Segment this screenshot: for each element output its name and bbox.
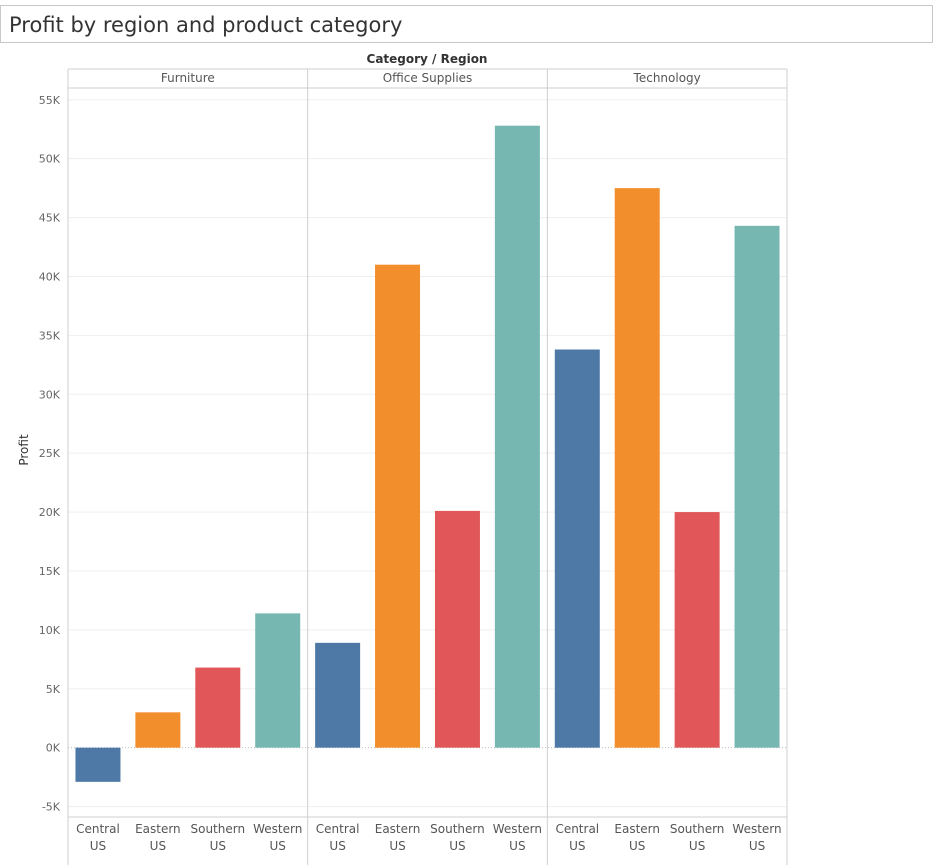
x-axis-labels: Central US Eastern US Southern US Western US Cen… — [76, 822, 782, 853]
bar-technology-eastern-us — [614, 188, 660, 748]
y-tick-label: 35K — [39, 329, 61, 342]
bar-furniture-western-us — [255, 613, 301, 748]
x-tick-label: Western — [253, 822, 302, 836]
x-tick-label: US — [749, 839, 765, 853]
y-tick-label: 25K — [39, 447, 61, 460]
bar-technology-western-us — [734, 225, 780, 748]
y-tick-label: 10K — [39, 624, 61, 637]
x-tick-label: Eastern — [614, 822, 660, 836]
bar-office-supplies-western-us — [494, 125, 540, 748]
x-tick-label: US — [270, 839, 286, 853]
bar-office-supplies-southern-us — [434, 510, 480, 748]
gridlines — [68, 99, 787, 808]
x-tick-label: Southern — [430, 822, 485, 836]
x-tick-label: US — [210, 839, 226, 853]
y-tick-label: 20K — [39, 506, 61, 519]
x-tick-label: US — [689, 839, 705, 853]
page-title: Profit by region and product category — [0, 5, 933, 43]
bars — [75, 125, 780, 782]
x-tick-label: US — [449, 839, 465, 853]
x-tick-label: US — [150, 839, 166, 853]
y-axis-ticks: -5K 0K 5K 10K 15K 20K 25K 30K 35K 40K 45K 50K 55K — [39, 94, 61, 814]
category-header-technology: Technology — [633, 71, 701, 85]
y-tick-label: 15K — [39, 565, 61, 578]
y-tick-label: -5K — [42, 801, 61, 814]
bar-furniture-southern-us — [195, 667, 241, 748]
bar-furniture-central-us — [75, 747, 121, 782]
category-header-office-supplies: Office Supplies — [383, 71, 473, 85]
x-tick-label: Southern — [190, 822, 245, 836]
x-tick-label: US — [629, 839, 645, 853]
y-tick-label: 40K — [39, 270, 61, 283]
panel-frame — [67, 68, 788, 865]
x-tick-label: Western — [732, 822, 781, 836]
y-tick-label: 5K — [46, 683, 61, 696]
y-tick-label: 55K — [39, 94, 61, 107]
y-tick-label: 0K — [46, 742, 61, 755]
bar-technology-central-us — [554, 349, 600, 748]
x-tick-label: Southern — [670, 822, 725, 836]
x-tick-label: Central — [555, 822, 599, 836]
bar-office-supplies-central-us — [315, 642, 361, 748]
x-tick-label: Central — [76, 822, 120, 836]
x-tick-label: Central — [316, 822, 360, 836]
category-header-furniture: Furniture — [161, 71, 215, 85]
bar-furniture-eastern-us — [135, 712, 181, 748]
bar-office-supplies-eastern-us — [375, 264, 421, 748]
x-tick-label: US — [569, 839, 585, 853]
y-tick-label: 30K — [39, 388, 61, 401]
x-tick-label: US — [389, 839, 405, 853]
bar-technology-southern-us — [674, 512, 720, 748]
y-tick-label: 45K — [39, 212, 61, 225]
x-tick-label: Western — [493, 822, 542, 836]
category-headers: Furniture Office Supplies Technology — [161, 71, 701, 85]
x-tick-label: Eastern — [375, 822, 421, 836]
header-label: Category / Region — [367, 52, 488, 66]
x-tick-label: Eastern — [135, 822, 181, 836]
x-tick-label: US — [509, 839, 525, 853]
y-tick-label: 50K — [39, 153, 61, 166]
x-tick-label: US — [329, 839, 345, 853]
y-axis-label: Profit — [17, 434, 31, 466]
x-tick-label: US — [90, 839, 106, 853]
